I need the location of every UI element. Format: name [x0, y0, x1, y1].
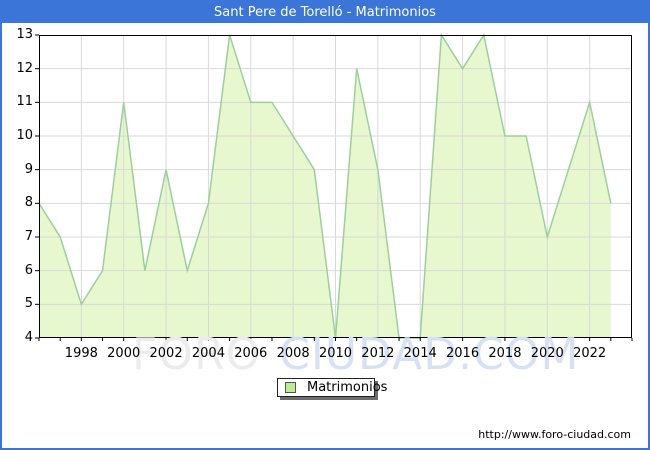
series-line [38, 32, 612, 339]
area-chart-plot [35, 32, 633, 341]
x-tick-label: 2002 [149, 346, 183, 361]
area-fill [39, 35, 611, 338]
page-title: Sant Pere de Torelló - Matrimonios [214, 5, 436, 20]
x-tick-label: 2018 [488, 346, 522, 361]
x-tick-label: 2016 [446, 346, 480, 361]
y-tick-label: 10 [16, 128, 33, 143]
x-tick-label: 2014 [403, 346, 437, 361]
x-tick-label: 2004 [191, 346, 225, 361]
y-tick-label: 5 [24, 296, 33, 312]
x-tick-label: 1998 [64, 346, 98, 361]
x-tick-label: 2010 [318, 346, 353, 361]
y-tick-label: 9 [24, 161, 33, 177]
plot-border [39, 35, 632, 338]
legend-series-label: Matrimonios [307, 380, 388, 395]
x-tick-label: 2008 [276, 346, 310, 361]
footer-url-link[interactable]: http://www.foro-ciudad.com [478, 428, 631, 441]
y-tick-label: 11 [16, 94, 33, 110]
x-tick-label: 2012 [361, 346, 395, 361]
y-tick-label: 8 [24, 195, 33, 211]
x-tick-label: 2022 [573, 346, 607, 361]
y-tick-label: 13 [16, 27, 33, 42]
y-tick-label: 12 [16, 60, 33, 76]
x-tick-label: 2020 [530, 346, 564, 361]
x-tick-label: 2000 [107, 346, 141, 361]
title-bar: Sant Pere de Torelló - Matrimonios [2, 2, 648, 23]
legend-swatch-icon [285, 382, 296, 393]
y-tick-label: 6 [24, 262, 33, 278]
y-tick-label: 7 [24, 229, 33, 244]
y-tick-label: 4 [24, 330, 33, 345]
x-tick-label: 2006 [234, 346, 268, 361]
legend-box: Matrimonios [277, 378, 387, 397]
